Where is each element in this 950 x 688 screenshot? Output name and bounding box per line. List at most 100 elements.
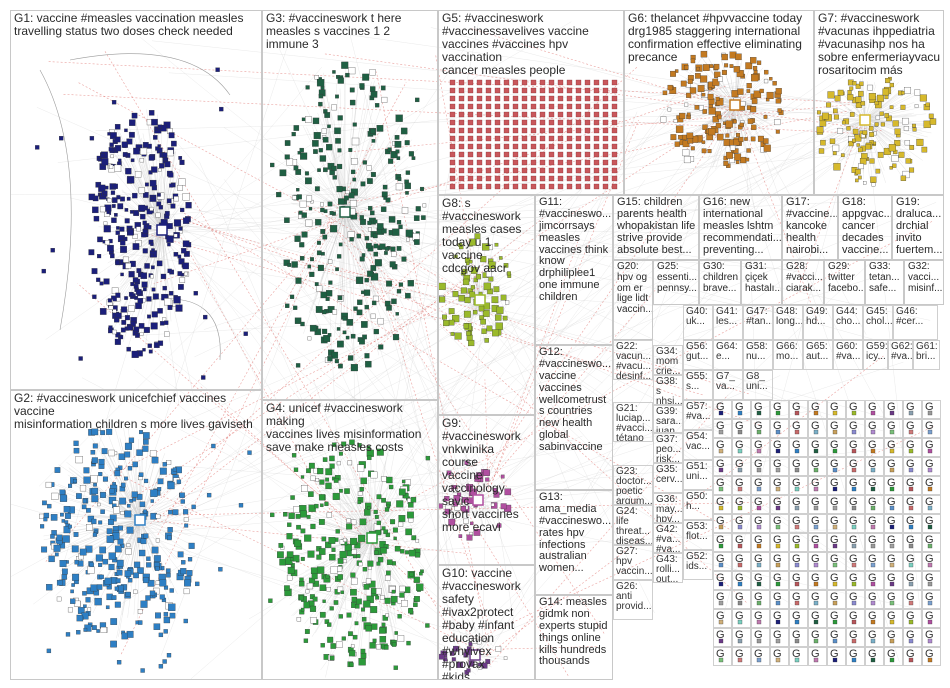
node — [111, 217, 117, 223]
tiny-group-tile: G — [770, 476, 789, 495]
node — [92, 443, 98, 449]
tiny-group-tile: G — [865, 609, 884, 628]
node — [132, 243, 140, 250]
tiny-group-label: G — [925, 572, 934, 584]
node — [146, 562, 152, 568]
small-group-tile: G8_ uni... — [743, 370, 773, 400]
node — [88, 193, 96, 201]
node — [131, 491, 138, 498]
node — [111, 204, 116, 208]
node — [169, 588, 174, 593]
node — [335, 267, 339, 272]
edge — [827, 119, 866, 132]
node — [187, 557, 193, 562]
tiny-group-label: G — [716, 477, 725, 489]
small-group-tile: G64: e... — [713, 340, 743, 370]
node — [168, 132, 175, 139]
node — [320, 229, 326, 234]
edge — [147, 122, 163, 231]
edge — [308, 499, 373, 539]
tiny-group-tile: G — [865, 400, 884, 419]
node — [75, 456, 83, 464]
edge — [344, 80, 375, 213]
node — [115, 292, 121, 298]
node — [140, 272, 148, 279]
node — [327, 124, 331, 129]
node — [314, 328, 322, 336]
edge — [482, 501, 487, 635]
tiny-group-tile: G — [846, 533, 865, 552]
node — [135, 289, 142, 295]
edge — [356, 211, 492, 632]
node — [123, 236, 128, 242]
tiny-group-tile: G — [922, 609, 941, 628]
edge — [127, 519, 141, 618]
node — [330, 225, 338, 233]
edge — [69, 519, 141, 546]
edge — [488, 619, 534, 639]
group-label-g3: G3: #vaccineswork t here measles s vacci… — [266, 11, 402, 51]
node — [124, 218, 130, 224]
node — [111, 595, 117, 600]
node — [167, 242, 171, 247]
edge — [344, 131, 374, 213]
node — [151, 248, 155, 252]
edge — [676, 104, 736, 111]
tiny-group-tile: G — [808, 533, 827, 552]
node — [150, 253, 154, 258]
tiny-group-label: G — [811, 591, 820, 603]
node — [139, 501, 146, 508]
node — [377, 318, 384, 325]
tiny-group-label: G — [868, 591, 877, 603]
small-group-tile: G42: #va... #va... — [653, 523, 683, 553]
tiny-group-tile: G — [713, 552, 732, 571]
node — [114, 586, 119, 591]
node — [373, 243, 379, 249]
node — [350, 333, 356, 339]
node — [327, 356, 333, 362]
tiny-group-label: G — [849, 572, 858, 584]
tiny-group-tile: G — [713, 647, 732, 666]
tiny-group-label: G — [906, 401, 915, 413]
node — [99, 308, 107, 315]
node — [351, 137, 360, 146]
tiny-group-label: G — [925, 629, 934, 641]
node — [359, 338, 365, 345]
node — [316, 285, 323, 292]
edge — [315, 467, 373, 539]
node — [348, 631, 353, 637]
node — [124, 315, 130, 321]
node — [304, 171, 309, 176]
edge — [376, 71, 489, 647]
node — [332, 175, 337, 180]
node — [111, 287, 119, 294]
node — [395, 183, 403, 191]
node — [114, 124, 121, 130]
tiny-group-label: G — [887, 496, 896, 508]
edge — [285, 537, 373, 559]
group-panel-g2: G2: #vaccineswork unicefchief vaccines v… — [10, 390, 262, 680]
node — [130, 210, 134, 214]
tiny-group-tile: G — [865, 533, 884, 552]
tiny-group-tile: G — [884, 533, 903, 552]
node — [150, 274, 154, 279]
group-label-g6: G6: thelancet #hpvvaccine today drg1985 … — [628, 11, 803, 64]
edge — [277, 211, 346, 250]
small-group-label: G48: long... — [776, 306, 803, 327]
edge — [344, 211, 379, 295]
node — [97, 502, 101, 507]
tiny-group-tile: G — [884, 419, 903, 438]
tiny-group-label: G — [830, 648, 839, 660]
node — [167, 481, 175, 490]
tiny-group-label: G — [792, 610, 801, 622]
node — [177, 185, 183, 191]
tiny-group-tile: G — [808, 647, 827, 666]
tiny-group-label: G — [773, 477, 782, 489]
tiny-group-tile: G — [751, 647, 770, 666]
edge — [483, 352, 632, 503]
node — [159, 594, 165, 600]
edge — [465, 301, 792, 470]
edge — [139, 519, 157, 567]
edge — [158, 191, 846, 526]
node — [307, 336, 312, 341]
